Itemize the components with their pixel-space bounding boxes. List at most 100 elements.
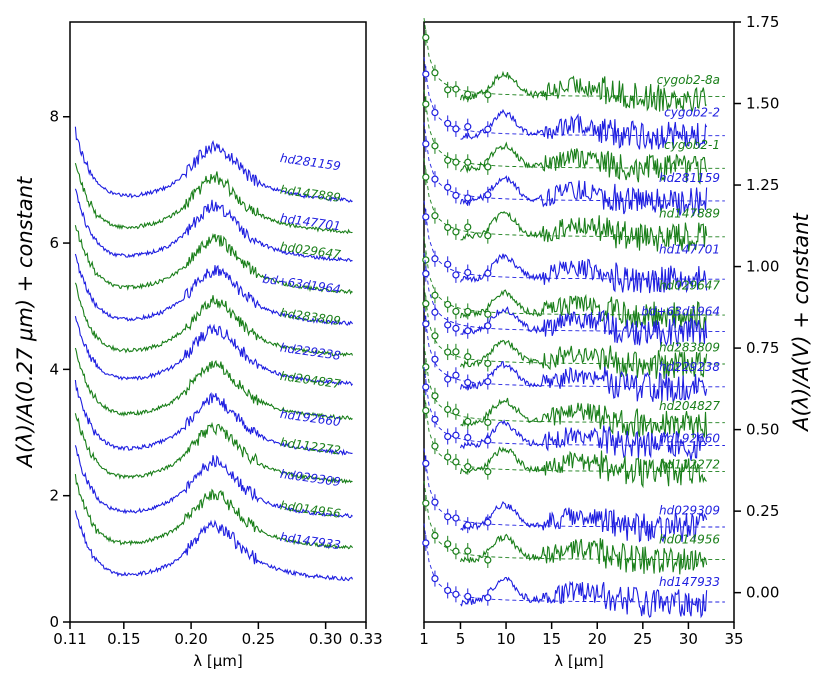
- series-label-hd014956: hd014956: [659, 533, 720, 547]
- data-point-hd029309: [431, 498, 439, 506]
- right-xtick-label: 25: [633, 630, 652, 648]
- data-point-cygob2-2: [464, 123, 472, 131]
- data-point-cygob2-8a: [452, 85, 460, 93]
- data-point-hd229238: [452, 371, 460, 379]
- left-ytick-label: 0: [49, 613, 59, 631]
- data-point-hd204827: [431, 392, 439, 400]
- data-point-hd147889: [444, 223, 452, 232]
- data-point-cygob2-2: [444, 119, 452, 128]
- series-line-cygob2-2: [460, 108, 708, 150]
- data-point-hd029647: [444, 300, 452, 309]
- data-point-hd229238: [431, 355, 439, 363]
- model-line-hd204827: [423, 344, 725, 424]
- series-label-hd147933: hd147933: [279, 530, 341, 552]
- right-ytick-label: 1.75: [746, 13, 779, 31]
- left-xtick-label: 0.20: [174, 630, 207, 648]
- model-line-hd192660: [423, 366, 725, 446]
- data-point-cygob2-8a: [422, 33, 430, 42]
- left-xtick-label: 0.11: [53, 630, 86, 648]
- model-line-hd281159: [423, 122, 725, 202]
- model-line-hd147933: [423, 523, 725, 603]
- data-point-hd204827: [464, 417, 472, 426]
- data-point-cygob2-1: [452, 158, 460, 166]
- model-line-hd229238: [423, 308, 725, 388]
- data-point-hd283809: [444, 348, 452, 356]
- right-ytick-label: 1.25: [746, 176, 779, 194]
- series-line-hd147889: [460, 210, 708, 252]
- series-label-hd147933: hd147933: [659, 575, 720, 589]
- data-point-hd281159: [464, 194, 472, 202]
- series-label-hd229238: hd229238: [659, 360, 720, 374]
- series-label-hd204827: hd204827: [279, 369, 342, 391]
- data-point-hd029647: [422, 256, 430, 264]
- series-label-hd283809: hd283809: [279, 306, 341, 328]
- data-point-hd029309: [464, 521, 472, 529]
- data-point-cygob2-2: [431, 108, 439, 117]
- data-point-hd204827: [422, 363, 430, 371]
- data-point-hd283809: [484, 359, 492, 368]
- data-point-bd+63d1964: [484, 322, 492, 330]
- series-label-hd281159: hd281159: [659, 171, 720, 185]
- left-ytick-label: 6: [49, 234, 59, 252]
- data-point-hd229238: [464, 378, 472, 387]
- left-xtick-label: 0.25: [242, 630, 275, 648]
- left-x-axis-label: λ [μm]: [193, 652, 243, 670]
- right-xtick-label: 10: [497, 630, 516, 648]
- data-point-hd029309: [452, 514, 460, 522]
- data-point-hd229238: [484, 377, 492, 386]
- left-xtick-label: 0.15: [107, 630, 140, 648]
- left-ytick-label: 2: [49, 487, 59, 505]
- series-label-hd204827: hd204827: [659, 399, 720, 413]
- right-ytick-label: 0.75: [746, 339, 779, 357]
- right-panel: 1 5 10 15 20 25 30 350.000.250.500.751.001.251.…: [419, 13, 813, 670]
- series-line-hd192660: [74, 379, 353, 456]
- data-point-cygob2-1: [484, 163, 492, 171]
- data-point-hd204827: [444, 405, 452, 414]
- data-point-hd147933: [464, 592, 472, 601]
- series-label-cygob2-1: cygob2-1: [664, 138, 720, 152]
- data-point-cygob2-8a: [431, 69, 439, 77]
- model-line-hd283809: [423, 285, 725, 365]
- data-point-hd112272: [431, 442, 439, 450]
- series-line-hd147933: [74, 510, 354, 582]
- data-point-cygob2-1: [431, 142, 439, 150]
- data-point-hd147889: [464, 223, 472, 231]
- model-line-hd014956: [423, 481, 725, 561]
- data-point-hd283809: [452, 348, 460, 356]
- model-line-cygob2-8a: [423, 18, 725, 98]
- left-xtick-label: 0.30: [309, 630, 342, 648]
- left-ytick-label: 4: [49, 360, 59, 378]
- data-point-hd192660: [444, 432, 452, 441]
- series-line-hd029647: [459, 289, 708, 332]
- data-point-cygob2-2: [422, 70, 430, 78]
- data-point-hd204827: [484, 418, 492, 427]
- data-point-cygob2-1: [444, 156, 452, 164]
- right-ytick-label: 0.25: [746, 502, 779, 520]
- data-point-hd029309: [484, 518, 492, 526]
- left-panel: 0.11 0.15 0.20 0.25 0.30 0.33 0 2 4 6 8 λ [μm] A(λ)/…: [13, 21, 383, 670]
- series-label-hd147701: hd147701: [659, 243, 720, 257]
- series-line-hd281159: [74, 126, 353, 203]
- data-point-hd029309: [422, 459, 430, 468]
- series-label-hd112272: hd112272: [279, 435, 341, 457]
- series-line-hd192660: [459, 419, 708, 461]
- data-point-hd014956: [431, 531, 439, 540]
- data-point-cygob2-8a: [464, 90, 472, 98]
- data-point-hd014956: [452, 547, 460, 555]
- data-point-bd+63d1964: [452, 324, 460, 332]
- data-point-hd112272: [464, 463, 472, 471]
- series-label-hd112272: hd112272: [659, 458, 720, 472]
- data-point-hd014956: [422, 499, 430, 507]
- series-line-hd029647: [74, 225, 353, 295]
- data-point-hd281159: [422, 140, 430, 148]
- model-line-bd+63d1964: [423, 252, 725, 332]
- data-point-hd147701: [431, 255, 439, 263]
- data-point-cygob2-8a: [444, 86, 452, 94]
- data-point-hd147701: [452, 271, 460, 279]
- series-line-hd029309: [460, 500, 708, 543]
- data-point-hd029647: [452, 307, 460, 316]
- data-point-hd029647: [484, 310, 492, 318]
- series-line-hd204827: [74, 347, 353, 421]
- series-label-hd192660: hd192660: [659, 432, 720, 446]
